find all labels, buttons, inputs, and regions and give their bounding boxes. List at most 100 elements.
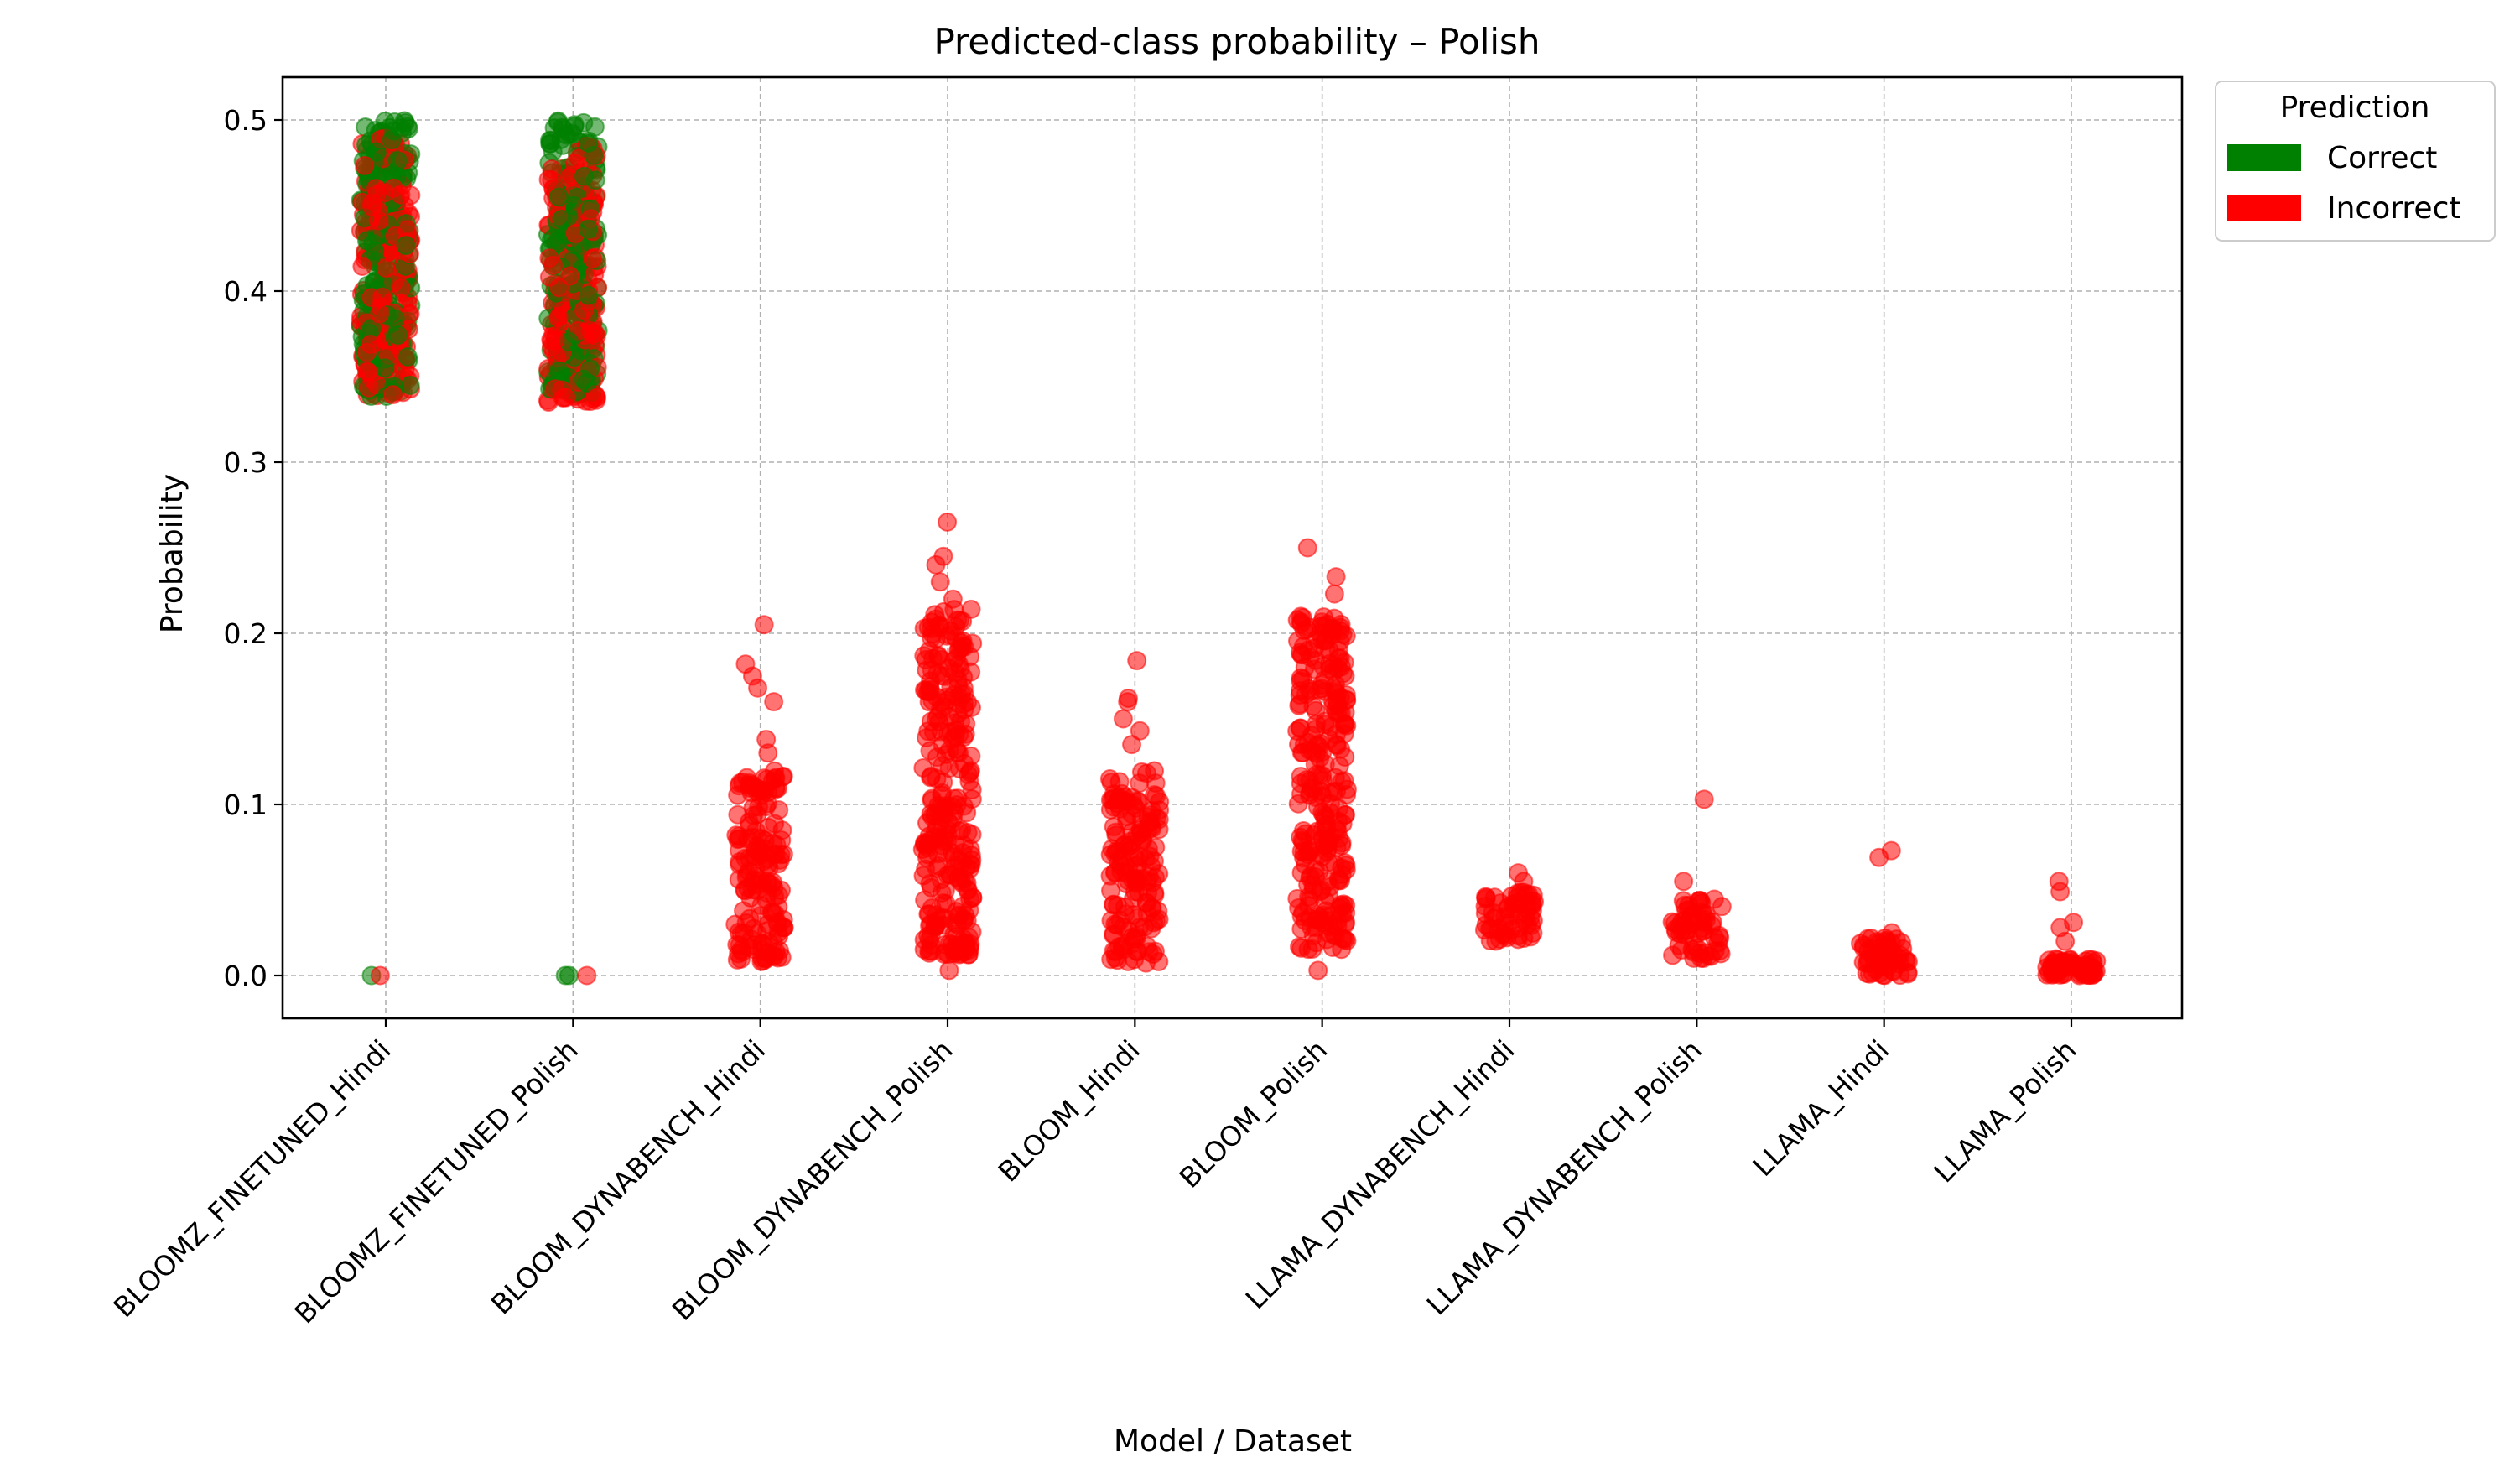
- data-point-correct: [578, 285, 598, 305]
- data-point-incorrect: [739, 937, 759, 957]
- data-point-incorrect: [383, 178, 403, 198]
- data-point-incorrect: [764, 692, 784, 712]
- data-point-incorrect: [926, 609, 946, 629]
- data-point-incorrect: [1494, 915, 1515, 935]
- data-point-incorrect: [1107, 915, 1127, 935]
- data-point-incorrect: [1325, 679, 1345, 700]
- data-point-incorrect: [1898, 952, 1918, 972]
- data-point-incorrect: [1326, 567, 1346, 587]
- data-point-incorrect: [960, 839, 980, 859]
- data-point-incorrect: [1522, 901, 1542, 921]
- data-point-correct: [574, 166, 595, 186]
- data-point-incorrect: [963, 633, 983, 653]
- data-point-incorrect: [728, 830, 748, 850]
- y-tick-label: 0.1: [224, 788, 268, 821]
- data-point-incorrect: [1694, 789, 1714, 809]
- data-point-incorrect: [944, 944, 964, 964]
- data-point-incorrect: [542, 159, 562, 180]
- data-point-incorrect: [1104, 941, 1124, 961]
- data-point-incorrect: [913, 757, 933, 778]
- data-point-incorrect: [1324, 584, 1344, 604]
- data-point-incorrect: [1293, 637, 1313, 657]
- data-point-incorrect: [1319, 917, 1339, 937]
- y-tick-label: 0.0: [224, 960, 268, 992]
- data-point-incorrect: [1691, 891, 1711, 911]
- data-point-incorrect: [928, 645, 948, 665]
- data-point-incorrect: [1292, 830, 1312, 851]
- data-point-incorrect: [1682, 914, 1702, 934]
- x-tick-label: BLOOM_Polish: [1173, 1033, 1334, 1194]
- data-point-incorrect: [1508, 887, 1528, 908]
- data-point-incorrect: [948, 868, 969, 888]
- data-point-incorrect: [1331, 703, 1351, 723]
- data-point-incorrect: [921, 924, 941, 944]
- data-point-incorrect: [358, 362, 378, 382]
- data-point-incorrect: [1332, 939, 1352, 960]
- data-point-incorrect: [1881, 933, 1901, 953]
- data-point-incorrect: [1335, 666, 1355, 686]
- data-point-incorrect: [927, 687, 947, 707]
- data-point-incorrect: [361, 335, 381, 355]
- data-point-incorrect: [754, 615, 774, 635]
- y-tick-label: 0.4: [224, 275, 268, 308]
- data-point-incorrect: [539, 248, 559, 268]
- data-point-incorrect: [1332, 772, 1352, 792]
- data-point-incorrect: [922, 898, 942, 918]
- data-point-incorrect: [1114, 835, 1134, 856]
- data-point-incorrect: [1308, 960, 1328, 981]
- data-point-incorrect: [1691, 948, 1711, 968]
- data-point-incorrect: [728, 804, 748, 825]
- data-point-incorrect: [352, 257, 372, 277]
- data-point-incorrect: [917, 813, 937, 833]
- data-point-incorrect: [1099, 769, 1120, 789]
- data-point-correct: [388, 325, 408, 346]
- data-point-incorrect: [376, 258, 396, 278]
- data-point-incorrect: [933, 735, 953, 755]
- data-point-incorrect: [963, 887, 983, 908]
- data-point-incorrect: [1330, 631, 1350, 651]
- data-point-incorrect: [927, 663, 948, 684]
- data-point-correct: [553, 135, 573, 155]
- data-point-incorrect: [355, 155, 375, 175]
- data-point-incorrect: [764, 878, 784, 898]
- data-point-correct: [397, 346, 418, 367]
- data-point-incorrect: [762, 903, 782, 923]
- data-point-incorrect: [1104, 788, 1124, 808]
- data-point-incorrect: [917, 838, 938, 858]
- data-point-incorrect: [582, 248, 602, 268]
- data-point-incorrect: [1127, 651, 1147, 671]
- data-point-incorrect: [1332, 833, 1352, 853]
- plot-area: [281, 75, 2184, 1020]
- data-point-incorrect: [756, 769, 777, 789]
- data-point-incorrect: [1315, 891, 1335, 911]
- data-point-incorrect: [938, 512, 958, 532]
- data-point-incorrect: [954, 700, 974, 720]
- data-point-correct: [549, 362, 569, 382]
- legend-title: Prediction: [2280, 91, 2430, 125]
- data-point-incorrect: [1142, 872, 1162, 892]
- data-point-incorrect: [950, 759, 970, 779]
- data-point-correct: [396, 236, 416, 256]
- data-point-incorrect: [1301, 866, 1321, 886]
- data-point-incorrect: [1145, 761, 1165, 781]
- data-point-incorrect: [2078, 961, 2098, 981]
- data-point-incorrect: [926, 554, 946, 575]
- data-point-incorrect: [1300, 617, 1320, 637]
- data-point-correct: [400, 375, 420, 395]
- data-point-incorrect: [930, 572, 950, 592]
- y-tick-label: 0.5: [224, 104, 268, 137]
- data-point-correct: [555, 965, 575, 986]
- data-point-incorrect: [549, 278, 569, 298]
- y-tick-label: 0.3: [224, 446, 268, 479]
- data-point-incorrect: [735, 654, 756, 674]
- data-point-correct: [578, 219, 598, 239]
- x-tick-label: LLAMA_Hindi: [1746, 1033, 1895, 1183]
- data-point-incorrect: [932, 883, 952, 903]
- data-point-incorrect: [1145, 785, 1165, 805]
- data-point-incorrect: [1484, 887, 1504, 908]
- data-point-incorrect: [1336, 860, 1356, 880]
- data-point-incorrect: [2037, 965, 2057, 985]
- data-point-incorrect: [1509, 863, 1529, 883]
- data-point-incorrect: [391, 278, 411, 299]
